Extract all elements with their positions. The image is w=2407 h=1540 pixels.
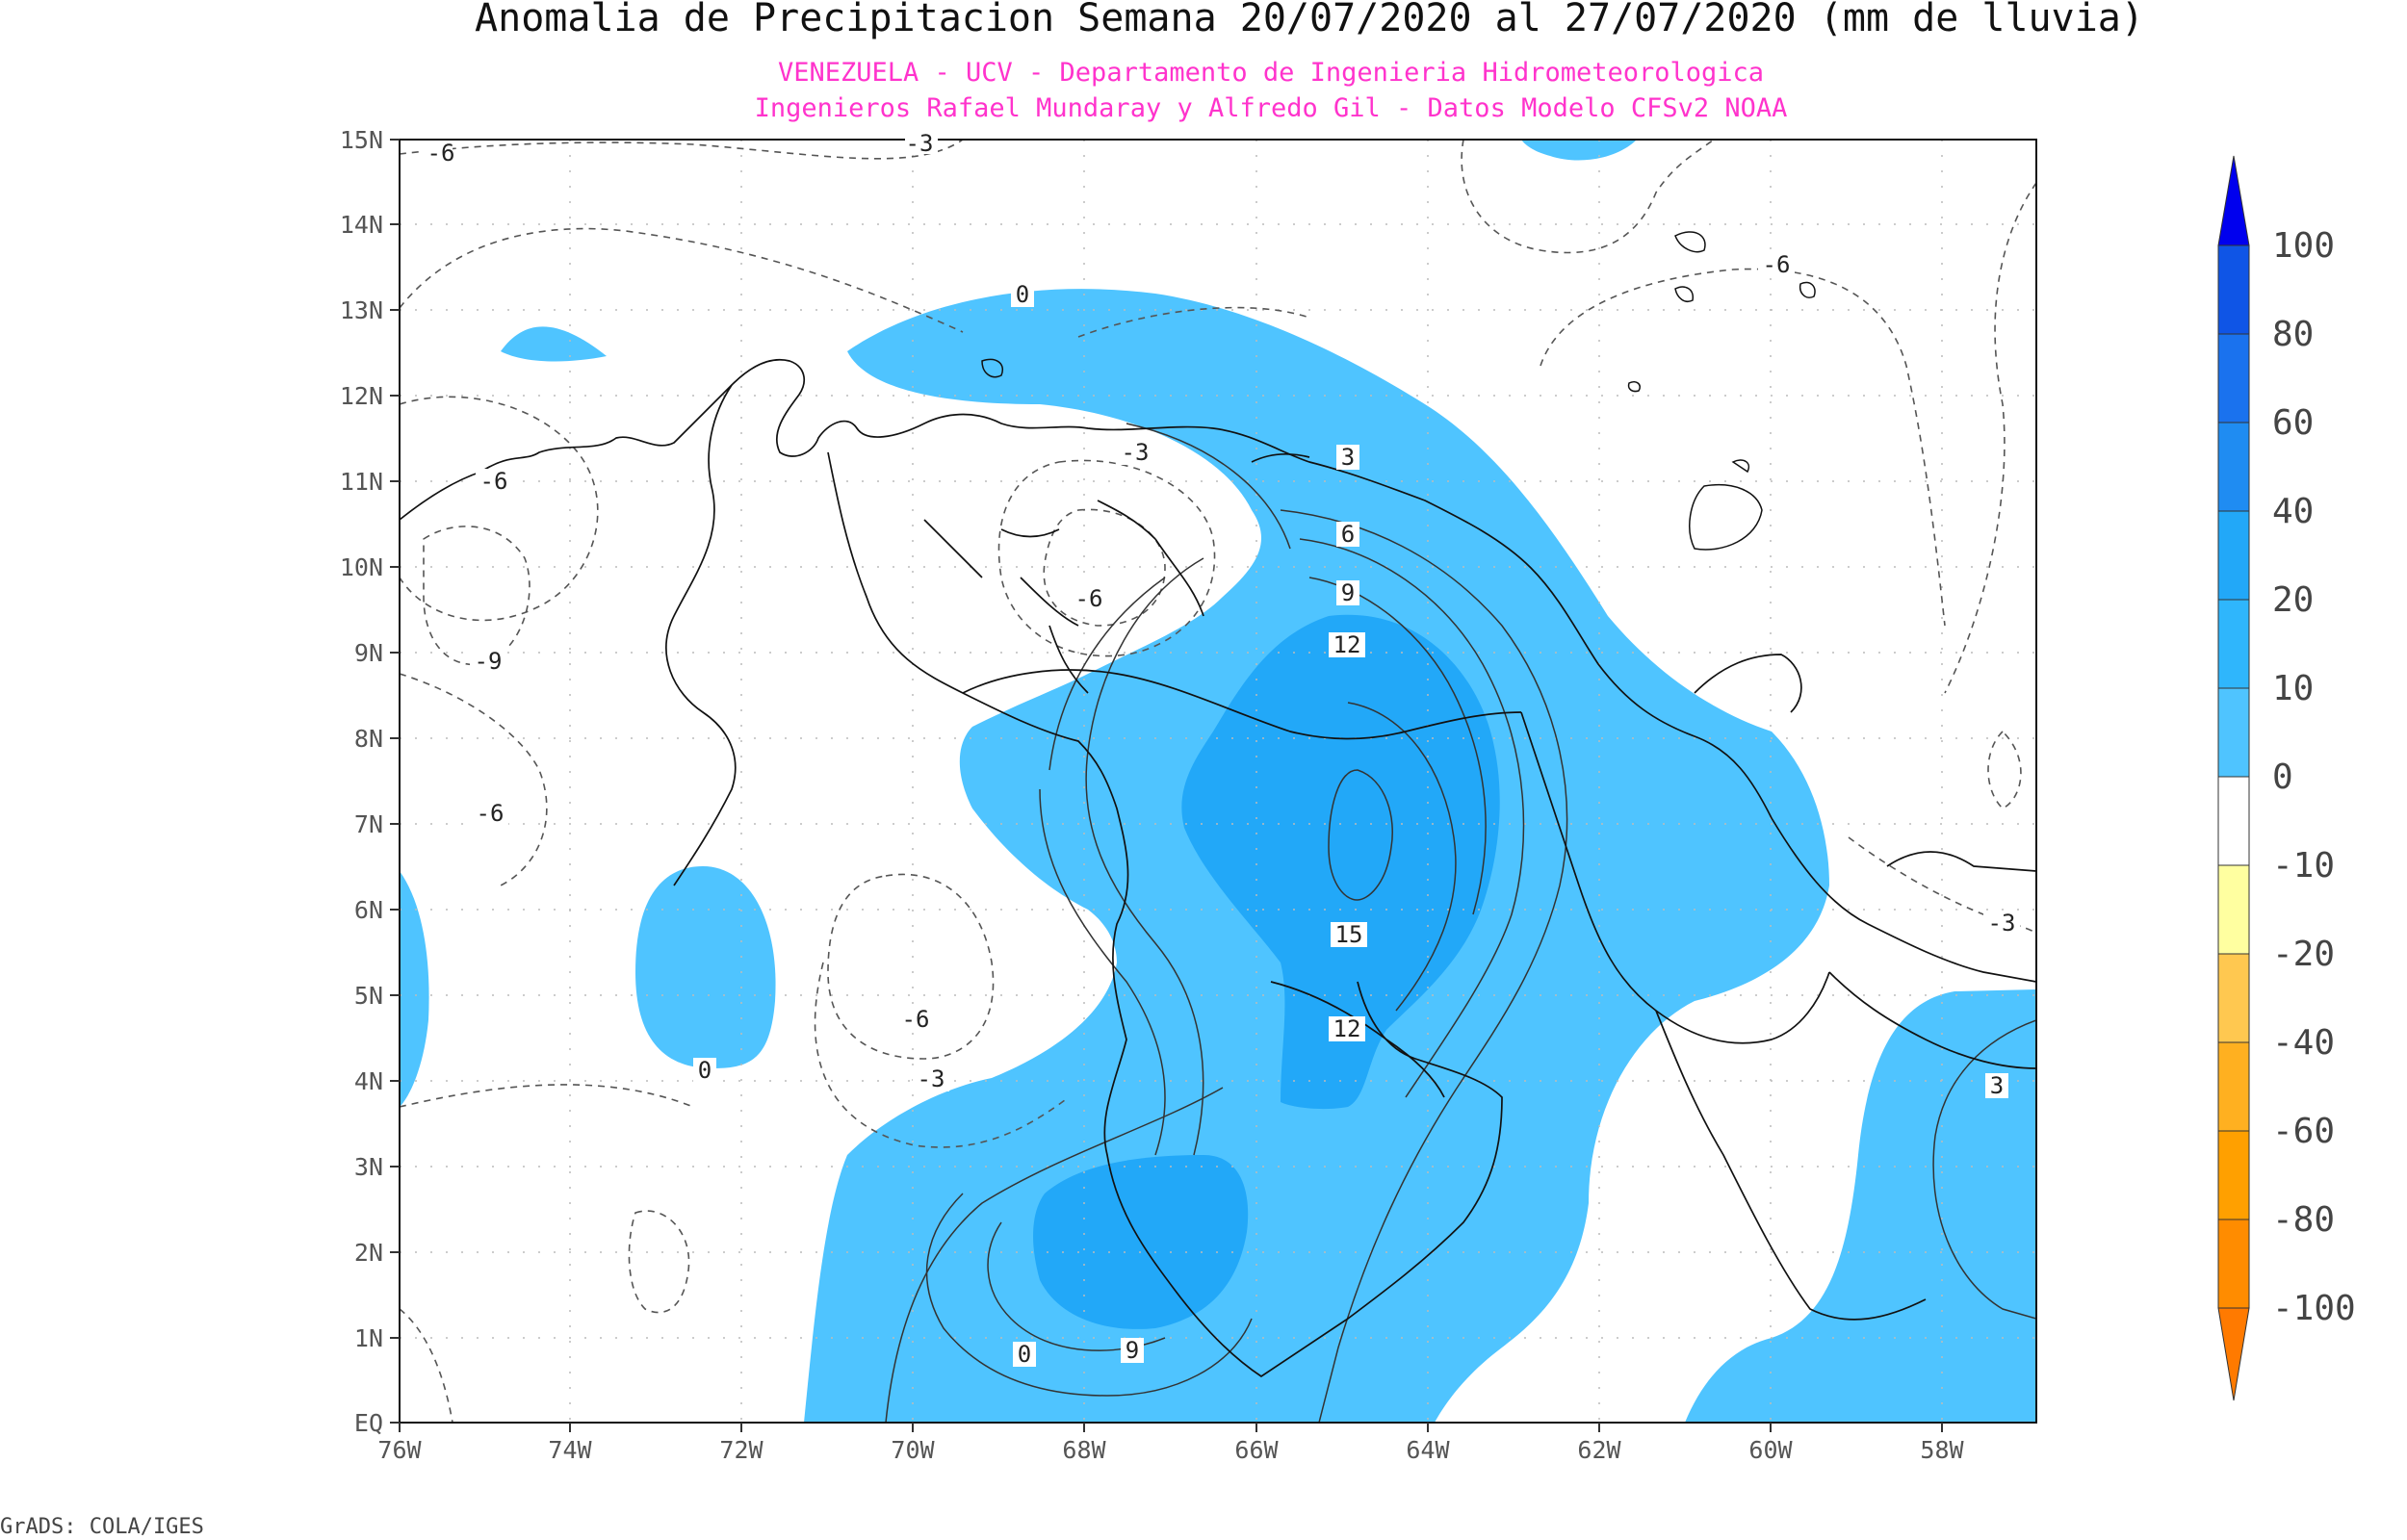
colorbar-label: 100 [2272, 226, 2335, 266]
subtitle-line-2: Ingenieros Rafael Mundaray y Alfredo Gil… [755, 93, 1788, 123]
x-tick-label: 66W [1234, 1436, 1279, 1464]
x-tick-label: 72W [719, 1436, 764, 1464]
contour-label: -3 [918, 1065, 945, 1092]
colorbar-top-arrow [2217, 155, 2250, 246]
y-tick-label: EQ [354, 1409, 383, 1437]
y-tick-label: 5N [354, 982, 383, 1010]
coastlines-borders [400, 358, 2036, 1378]
contour-label: 0 [1016, 281, 1029, 308]
axis-ticks [390, 139, 1943, 1432]
y-tick-label: 2N [354, 1239, 383, 1267]
contour-label: -9 [475, 648, 503, 675]
subtitle-line-1: VENEZUELA - UCV - Departamento de Ingeni… [778, 58, 1764, 88]
y-tick-label: 3N [354, 1153, 383, 1181]
colorbar-label: -100 [2272, 1289, 2356, 1328]
contour-label: 12 [1333, 1015, 1361, 1042]
colorbar-label: 0 [2272, 757, 2293, 797]
colorbar-swatch [2217, 1130, 2250, 1220]
colorbar-swatch [2217, 687, 2250, 778]
colorbar-bottom-arrow [2217, 1307, 2250, 1401]
islands [981, 231, 1816, 551]
colorbar-swatch [2217, 953, 2250, 1043]
x-tick-label: 58W [1920, 1436, 1964, 1464]
contour-label: 3 [1341, 444, 1355, 471]
x-axis-labels: 76W 74W 72W 70W 68W 66W 64W 62W 60W 58W [377, 1436, 1964, 1464]
anomaly-fill-southeast [1685, 989, 2036, 1423]
contour-label: -3 [1122, 439, 1150, 466]
y-tick-label: 8N [354, 725, 383, 753]
anomaly-fill-west-edge [400, 871, 429, 1107]
x-tick-label: 74W [548, 1436, 592, 1464]
contour-label: -3 [1988, 910, 2016, 937]
contour-label: -6 [1075, 585, 1103, 612]
colorbar-swatch [2217, 599, 2250, 689]
anomaly-fill-10-20-core [1181, 614, 1500, 1110]
contour-labels: -6 -3 0 -6 -9 -6 -3 -6 0 -6 -3 0 3 6 9 1… [420, 130, 2020, 1368]
x-tick-label: 64W [1406, 1436, 1450, 1464]
colorbar-swatch [2217, 422, 2250, 512]
colorbar-swatch [2217, 1041, 2250, 1132]
x-tick-label: 62W [1577, 1436, 1621, 1464]
colorbar-label: -40 [2272, 1023, 2335, 1063]
colorbar-label: -80 [2272, 1200, 2335, 1240]
contour-label: -6 [427, 140, 455, 167]
plot-area [400, 140, 2036, 1423]
plot-frame [399, 139, 2037, 1424]
y-tick-label: 15N [340, 126, 383, 154]
map-title: Anomalia de Precipitacion Semana 20/07/2… [475, 0, 2144, 40]
contour-label: 9 [1126, 1337, 1139, 1364]
colorbar-swatch [2217, 510, 2250, 601]
contour-label: -6 [480, 468, 508, 495]
y-tick-label: 13N [340, 296, 383, 324]
colorbar-labels: 100 80 60 40 20 10 0 -10 -20 -40 -60 -80… [2272, 226, 2356, 1328]
contour-label: 15 [1335, 921, 1363, 948]
contour-label: 12 [1333, 631, 1361, 658]
colorbar-swatch [2217, 333, 2250, 424]
positive-contours [885, 423, 2036, 1423]
y-tick-label: 7N [354, 810, 383, 838]
contour-label: 0 [698, 1057, 712, 1084]
colorbar [2217, 155, 2250, 1401]
contour-label: -6 [1763, 251, 1791, 278]
y-tick-label: 9N [354, 639, 383, 667]
colorbar-label: 60 [2272, 403, 2314, 443]
x-tick-label: 76W [377, 1436, 422, 1464]
colorbar-label: 40 [2272, 492, 2314, 531]
contour-label: -6 [902, 1006, 930, 1033]
contour-label: -3 [906, 130, 934, 157]
anomaly-fill-west-blob [635, 866, 776, 1068]
contour-label: -6 [477, 800, 505, 827]
colorbar-label: -10 [2272, 846, 2335, 886]
contour-label: 9 [1341, 579, 1355, 606]
grads-footer: GrADS: COLA/IGES [0, 1515, 204, 1539]
y-tick-label: 11N [340, 468, 383, 496]
anomaly-fill-northwest-blob [501, 326, 607, 362]
colorbar-swatch [2217, 864, 2250, 955]
x-tick-label: 70W [891, 1436, 935, 1464]
y-tick-label: 14N [340, 211, 383, 239]
y-tick-label: 10N [340, 553, 383, 581]
x-tick-label: 60W [1748, 1436, 1793, 1464]
colorbar-label: 20 [2272, 580, 2314, 620]
colorbar-label: 80 [2272, 315, 2314, 354]
y-axis-labels: EQ 1N 2N 3N 4N 5N 6N 7N 8N 9N 10N 11N 12… [340, 126, 383, 1437]
y-tick-label: 4N [354, 1067, 383, 1095]
colorbar-swatch [2217, 776, 2250, 866]
y-tick-label: 6N [354, 896, 383, 924]
contour-label: 6 [1341, 521, 1355, 548]
colorbar-swatch [2217, 1219, 2250, 1309]
y-tick-label: 12N [340, 382, 383, 410]
contour-label: 0 [1018, 1341, 1031, 1368]
colorbar-label: -20 [2272, 935, 2335, 974]
lat-lon-grid [400, 140, 2036, 1423]
contour-label: 3 [1990, 1072, 2004, 1099]
colorbar-label: -60 [2272, 1112, 2335, 1151]
anomaly-fill-north-blob [1521, 140, 1637, 161]
x-tick-label: 68W [1062, 1436, 1106, 1464]
colorbar-swatch [2217, 244, 2250, 335]
y-tick-label: 1N [354, 1324, 383, 1352]
colorbar-label: 10 [2272, 669, 2314, 708]
